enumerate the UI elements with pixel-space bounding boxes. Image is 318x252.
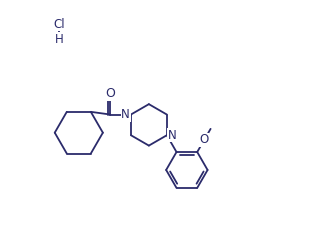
Text: Cl: Cl bbox=[53, 18, 65, 30]
Text: O: O bbox=[105, 87, 115, 100]
Text: N: N bbox=[121, 108, 130, 121]
Text: O: O bbox=[200, 133, 209, 146]
Text: H: H bbox=[54, 33, 63, 46]
Text: N: N bbox=[168, 129, 176, 142]
